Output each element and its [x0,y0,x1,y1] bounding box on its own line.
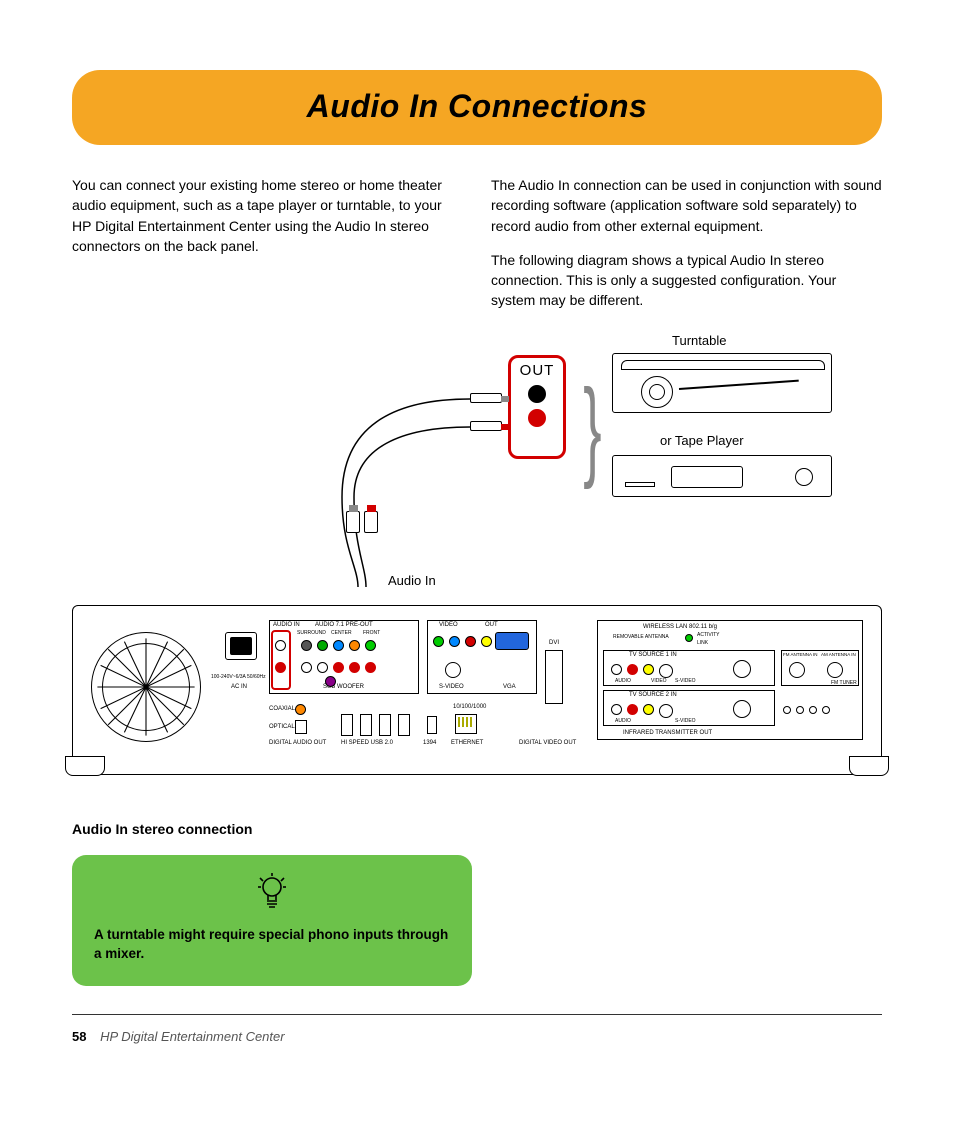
eth-label: ETHERNET [451,740,483,746]
vga-port [495,632,529,650]
audio-in-jack-l [275,640,286,651]
coax-port [295,704,306,715]
fm-port [789,662,805,678]
out-connector-box: OUT [508,355,566,459]
video-section [427,620,537,694]
preout-row1 [301,640,376,651]
rca-plug-white-in [346,511,360,533]
ir-label: INFRARED TRANSMITTER OUT [623,730,712,736]
diagram-caption: Audio In stereo connection [72,821,882,837]
eth-speed-label: 10/100/1000 [453,704,486,710]
activity-label: ACTIVITY [697,632,720,638]
fmt-label: FM TUNER [831,680,857,686]
audio-in-port-label: AUDIO IN [273,622,300,628]
vga-label: VGA [503,684,516,690]
title-banner: Audio In Connections [72,70,882,145]
page-number: 58 [72,1029,86,1044]
srnd-label: SURROUND [297,630,326,636]
ac-inlet [225,632,257,660]
left-column: You can connect your existing home stere… [72,175,463,325]
link-label: LINK [697,640,708,646]
optical-label: OPTICAL [269,724,295,730]
dvi-label: DVI [549,640,559,646]
firewire-port [427,716,437,734]
tv2-svideo-label: S-VIDEO [675,718,696,724]
tip-box: A turntable might require special phono … [72,855,472,986]
component-row [433,636,492,647]
lightbulb-icon [94,873,450,916]
tv1-audio-label: AUDIO [615,678,631,684]
catv-1 [733,660,751,678]
svideo-port [445,662,461,678]
dvi-port [545,650,563,704]
intro-columns: You can connect your existing home stere… [72,175,882,325]
intro-p1: You can connect your existing home stere… [72,175,463,256]
dvo-label: DIGITAL VIDEO OUT [519,740,576,746]
activity-led [685,634,693,642]
optical-port [295,720,307,734]
center-label: CENTER [331,630,352,636]
tv1-video-label: VIDEO [651,678,667,684]
am-label: AM ANTENNA IN [821,652,856,657]
out-jack-red [528,409,546,427]
video-label: VIDEO [439,622,458,628]
page-footer: 58 HP Digital Entertainment Center [72,1029,882,1044]
coax-label: COAXIAL [269,706,295,712]
tv2-ports [611,704,673,718]
ac-in-label: AC IN [231,684,247,690]
tv2-label: TV SOURCE 2 IN [629,692,677,698]
audio-in-highlight [271,630,291,690]
front-label: FRONT [363,630,380,636]
usb-label: HI SPEED USB 2.0 [341,740,393,746]
intro-p3: The following diagram shows a typical Au… [491,250,882,311]
doc-title: HP Digital Entertainment Center [100,1029,285,1044]
out-jack-black [528,385,546,403]
tape-player-device [612,455,832,497]
power-spec-label: 100-240V~6/3A 50/60Hz [211,674,266,680]
right-column: The Audio In connection can be used in c… [491,175,882,325]
connection-diagram: Turntable or Tape Player Audio In OUT } [72,335,882,815]
tape-player-label: or Tape Player [660,433,744,448]
wlan-label: WIRELESS LAN 802.11 b/g [643,624,717,630]
tv1-svideo-label: S-VIDEO [675,678,696,684]
turntable-device [612,353,832,413]
tip-text: A turntable might require special phono … [94,926,450,964]
preout-label: AUDIO 7.1 PRE-OUT [315,622,373,628]
fw-label: 1394 [423,740,436,746]
audio-in-jack-r [275,662,286,673]
rear-panel: AC IN 100-240V~6/3A 50/60Hz AUDIO IN AUD… [72,605,882,775]
digital-label: DIGITAL AUDIO OUT [269,740,326,746]
fan-grille [91,632,201,742]
out-label: OUT [511,362,563,379]
tv1-label: TV SOURCE 1 IN [629,652,677,658]
page-title: Audio In Connections [72,88,882,125]
intro-p2: The Audio In connection can be used in c… [491,175,882,236]
tv1-ports [611,664,673,678]
preout-row2 [301,662,376,673]
rca-plug-red-in [364,511,378,533]
footer-rule [72,1014,882,1015]
usb-row [341,714,410,736]
ir-ports [783,706,830,714]
svideo-label: S-VIDEO [439,684,464,690]
remant-label: REMOVABLE ANTENNA [613,634,669,640]
am-port [827,662,843,678]
turntable-label: Turntable [672,333,726,348]
tv2-audio-label: AUDIO [615,718,631,724]
cable-path [312,387,482,587]
catv-2 [733,700,751,718]
out-label2: OUT [485,622,498,628]
fm-label: FM ANTENNA IN [783,652,818,657]
brace-icon: } [583,385,601,473]
ethernet-port [455,714,477,734]
